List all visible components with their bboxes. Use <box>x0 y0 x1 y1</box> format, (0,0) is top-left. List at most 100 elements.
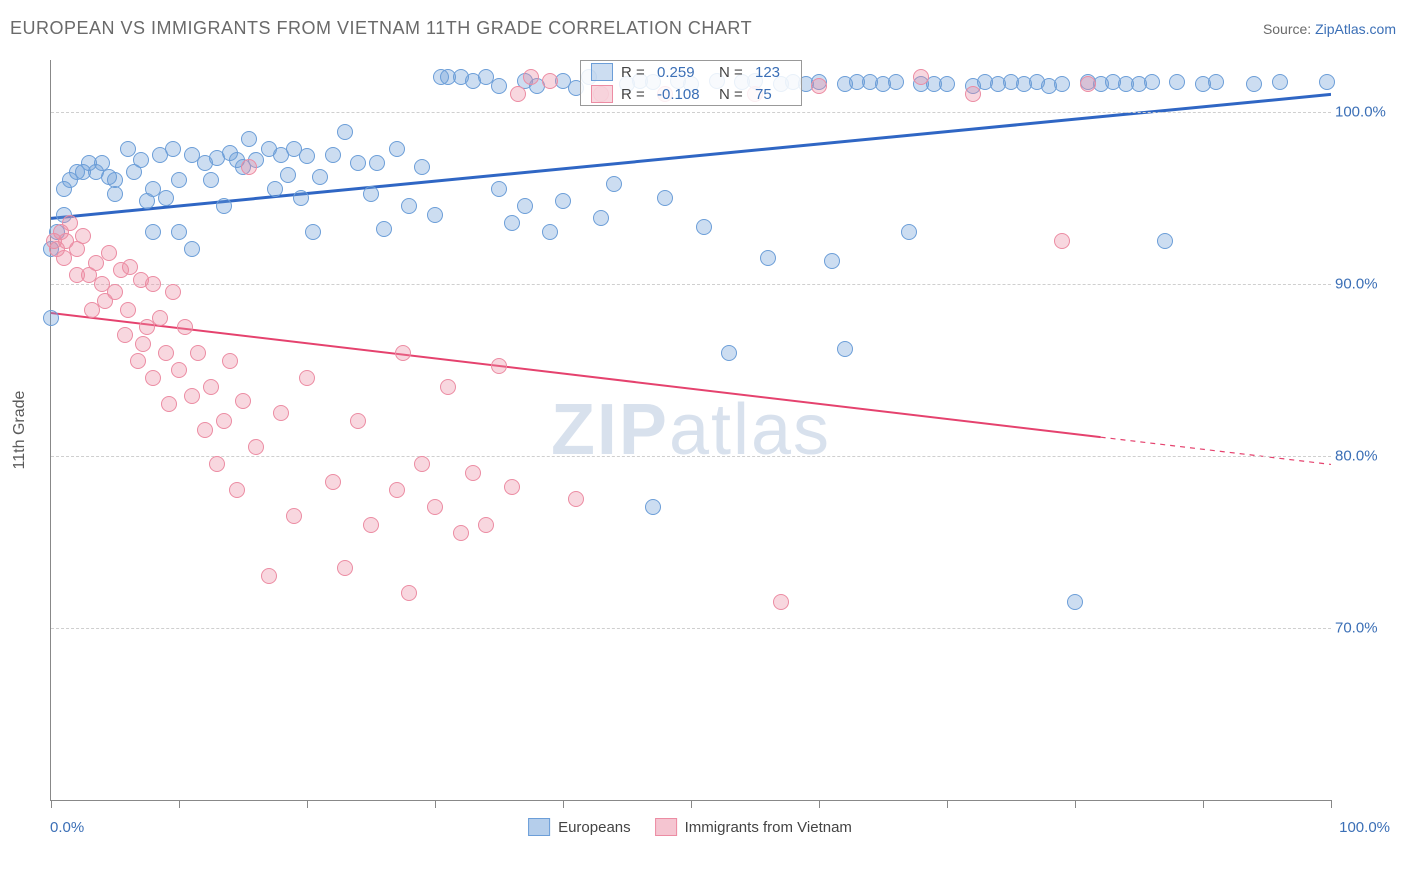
data-point <box>267 181 283 197</box>
gridline <box>51 456 1331 457</box>
r-label: R = <box>621 64 649 81</box>
data-point <box>491 358 507 374</box>
data-point <box>312 169 328 185</box>
data-point <box>145 224 161 240</box>
data-point <box>824 253 840 269</box>
legend-swatch <box>591 85 613 103</box>
legend-swatch <box>528 818 550 836</box>
data-point <box>145 370 161 386</box>
data-point <box>350 413 366 429</box>
x-axis-min-label: 0.0% <box>50 819 84 836</box>
data-point <box>811 78 827 94</box>
data-point <box>1067 594 1083 610</box>
data-point <box>69 241 85 257</box>
data-point <box>645 499 661 515</box>
data-point <box>286 508 302 524</box>
data-point <box>135 336 151 352</box>
gridline <box>51 628 1331 629</box>
data-point <box>965 86 981 102</box>
data-point <box>337 124 353 140</box>
data-point <box>216 413 232 429</box>
data-point <box>158 345 174 361</box>
data-point <box>222 353 238 369</box>
data-point <box>1246 76 1262 92</box>
data-point <box>197 422 213 438</box>
data-point <box>913 69 929 85</box>
data-point <box>1144 74 1160 90</box>
data-point <box>107 284 123 300</box>
data-point <box>216 198 232 214</box>
x-tick <box>179 800 180 808</box>
data-point <box>491 181 507 197</box>
x-tick <box>563 800 564 808</box>
data-point <box>43 310 59 326</box>
data-point <box>171 172 187 188</box>
data-point <box>401 198 417 214</box>
data-point <box>491 78 507 94</box>
chart-title: EUROPEAN VS IMMIGRANTS FROM VIETNAM 11TH… <box>10 18 752 39</box>
data-point <box>350 155 366 171</box>
trend-line-extrapolated <box>1101 437 1331 464</box>
data-point <box>152 310 168 326</box>
data-point <box>504 215 520 231</box>
y-tick-label: 100.0% <box>1335 103 1395 120</box>
data-point <box>337 560 353 576</box>
data-point <box>401 585 417 601</box>
data-point <box>107 186 123 202</box>
data-point <box>248 439 264 455</box>
data-point <box>542 73 558 89</box>
data-point <box>453 525 469 541</box>
source-label: Source: ZipAtlas.com <box>1263 21 1396 37</box>
trend-line <box>51 313 1101 437</box>
data-point <box>606 176 622 192</box>
x-tick <box>51 800 52 808</box>
data-point <box>760 250 776 266</box>
source-link[interactable]: ZipAtlas.com <box>1315 21 1396 37</box>
data-point <box>120 302 136 318</box>
data-point <box>837 341 853 357</box>
data-point <box>184 388 200 404</box>
data-point <box>158 190 174 206</box>
watermark: ZIPatlas <box>551 389 831 471</box>
n-value: 75 <box>755 86 791 103</box>
data-point <box>184 241 200 257</box>
data-point <box>241 131 257 147</box>
data-point <box>1157 233 1173 249</box>
gridline <box>51 112 1331 113</box>
data-point <box>1054 233 1070 249</box>
x-tick <box>307 800 308 808</box>
y-tick-label: 80.0% <box>1335 447 1395 464</box>
r-value: 0.259 <box>657 64 711 81</box>
data-point <box>133 152 149 168</box>
data-point <box>145 276 161 292</box>
plot-area: ZIPatlas R =0.259N =123R =-0.108N =75 10… <box>50 60 1331 801</box>
data-point <box>1080 76 1096 92</box>
data-point <box>273 405 289 421</box>
legend-item: Europeans <box>528 818 631 836</box>
legend-swatch <box>655 818 677 836</box>
data-point <box>542 224 558 240</box>
correlation-legend: R =0.259N =123R =-0.108N =75 <box>580 60 802 106</box>
x-tick <box>1331 800 1332 808</box>
data-point <box>130 353 146 369</box>
data-point <box>161 396 177 412</box>
correlation-legend-row: R =0.259N =123 <box>581 61 801 83</box>
data-point <box>363 186 379 202</box>
data-point <box>75 228 91 244</box>
r-label: R = <box>621 86 649 103</box>
data-point <box>369 155 385 171</box>
data-point <box>1319 74 1335 90</box>
data-point <box>1169 74 1185 90</box>
data-point <box>203 172 219 188</box>
x-tick <box>819 800 820 808</box>
data-point <box>117 327 133 343</box>
data-point <box>901 224 917 240</box>
x-tick <box>1203 800 1204 808</box>
x-tick <box>435 800 436 808</box>
gridline <box>51 284 1331 285</box>
data-point <box>293 190 309 206</box>
data-point <box>376 221 392 237</box>
data-point <box>280 167 296 183</box>
data-point <box>593 210 609 226</box>
n-value: 123 <box>755 64 791 81</box>
